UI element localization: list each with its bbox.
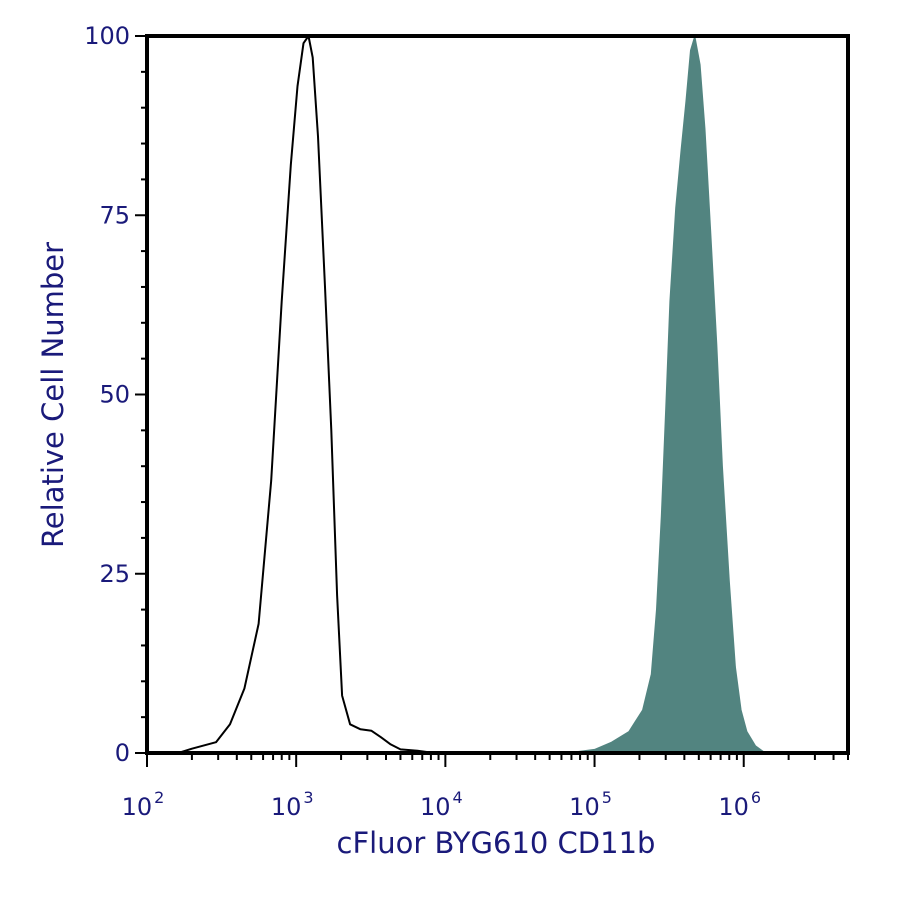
x-tick-label: 10 3 bbox=[271, 788, 314, 821]
x-tick-label: 10 4 bbox=[420, 788, 463, 821]
series-layer bbox=[177, 35, 768, 754]
x-tick-label: 10 2 bbox=[122, 788, 165, 821]
plot-frame bbox=[145, 34, 850, 755]
x-axis-title: cFluor BYG610 CD11b bbox=[337, 826, 656, 860]
axis-layer: 0 25 50 75 100 10 2 10 3 10 4 10 5 10 6 bbox=[84, 22, 850, 821]
x-tick-label: 10 6 bbox=[718, 788, 761, 821]
filled-histogram-series bbox=[566, 35, 768, 754]
y-tick-label: 0 bbox=[115, 739, 130, 767]
y-tick-label: 75 bbox=[99, 201, 130, 229]
control-histogram-series bbox=[177, 35, 435, 754]
y-tick-label: 50 bbox=[99, 381, 130, 409]
y-tick-label: 100 bbox=[84, 22, 130, 50]
y-axis-title: Relative Cell Number bbox=[36, 242, 70, 548]
y-tick-label: 25 bbox=[99, 560, 130, 588]
x-tick-label: 10 5 bbox=[569, 788, 612, 821]
